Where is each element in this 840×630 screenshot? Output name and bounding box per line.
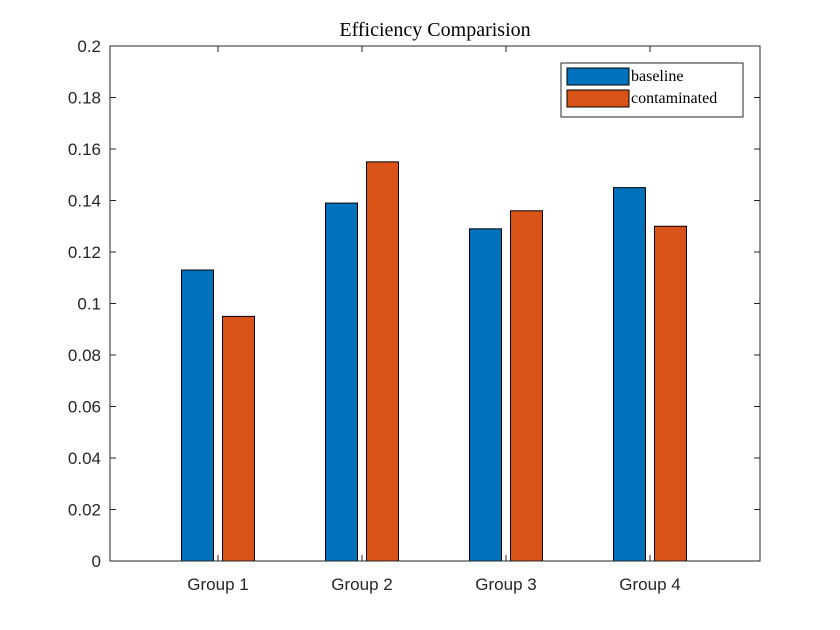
y-tick-label: 0.04 [68,449,101,468]
x-tick-label: Group 2 [331,575,392,594]
axes-layer: Group 1 Group 2 Group 3 Group 4 0 0.02 0.04 0.0… [68,37,761,594]
bar-contaminated-group-2 [366,161,399,562]
bar-contaminated-group-4 [654,225,687,562]
plot-background [110,46,760,561]
legend-swatch-baseline [566,67,630,86]
bar-baseline-group-2 [325,202,358,562]
y-tick-label: 0.2 [77,37,101,56]
bar-contaminated-group-1 [222,315,255,562]
legend-label-baseline: baseline [631,68,683,85]
legend: baseline contaminated [560,62,744,118]
bars-layer [181,161,687,562]
y-tick-label: 0.1 [77,295,101,314]
y-tick-label: 0.16 [68,140,101,159]
legend-swatch-contaminated [566,89,630,108]
legend-label-contaminated: contaminated [631,90,717,107]
x-tick-label: Group 4 [619,575,680,594]
bar-baseline-group-4 [613,187,646,562]
y-tick-label: 0.02 [68,501,101,520]
y-tick-label: 0.14 [68,192,101,211]
y-tick-label: 0.08 [68,346,101,365]
bar-contaminated-group-3 [510,210,543,562]
y-tick-label: 0.06 [68,398,101,417]
y-tick-label: 0 [92,552,101,571]
axes-box [109,45,761,562]
x-tick-label: Group 1 [187,575,248,594]
chart-title: Efficiency Comparision [339,19,530,41]
bar-baseline-group-3 [469,228,502,562]
bar-baseline-group-1 [181,269,214,562]
y-tick-label: 0.12 [68,243,101,262]
y-tick-label: 0.18 [68,89,101,108]
x-tick-label: Group 3 [475,575,536,594]
